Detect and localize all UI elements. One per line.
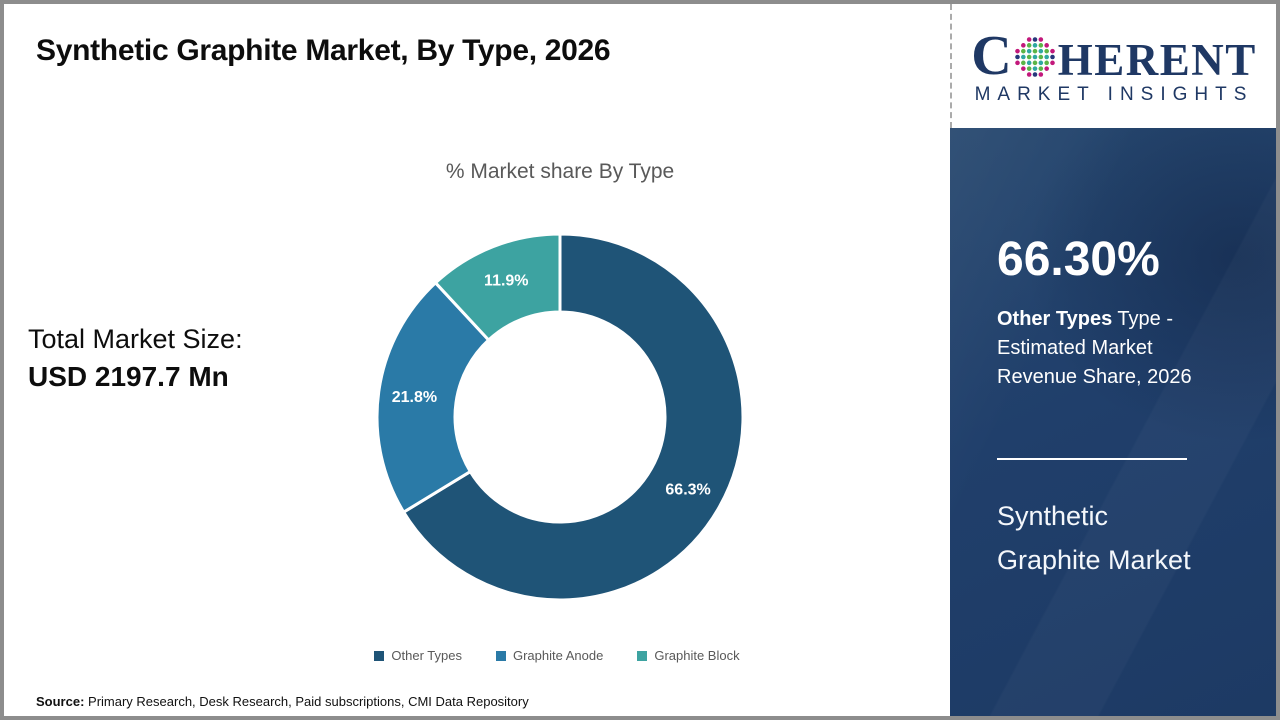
globe-dot <box>1032 60 1037 66</box>
globe-dot <box>1049 60 1055 66</box>
globe-dot <box>1020 42 1026 48</box>
legend-item: Graphite Anode <box>495 648 604 663</box>
legend-label: Graphite Anode <box>512 648 604 663</box>
globe-dot <box>1032 48 1037 54</box>
globe-dot <box>1020 48 1026 54</box>
chart-legend: Other Types Graphite Anode Graphite Block <box>197 648 917 663</box>
share-description-bold: Other Types <box>997 308 1113 330</box>
globe-dot <box>1026 54 1032 60</box>
legend-item: Other Types <box>374 648 462 663</box>
legend-swatch-icon <box>637 650 648 661</box>
donut-segment-other-types <box>402 232 745 602</box>
globe-dot <box>1032 72 1037 77</box>
globe-dot <box>1044 42 1049 48</box>
coherent-globe-icon <box>1014 37 1055 77</box>
globe-dot <box>1044 54 1049 60</box>
globe-dot <box>1032 54 1037 60</box>
main-content: Synthetic Graphite Market, By Type, 2026… <box>4 4 950 716</box>
globe-dot <box>1038 42 1043 48</box>
report-title-line1: Synthetic <box>997 501 1109 531</box>
globe-dot <box>1014 60 1020 66</box>
legend-label: Other Types <box>391 648 462 663</box>
donut-chart: 66.3% 21.8% 11.9% <box>375 232 745 602</box>
globe-dot <box>1038 72 1043 77</box>
logo: C HERENT MARKET INSIGHTS <box>950 4 1276 128</box>
source-text: Primary Research, Desk Research, Paid su… <box>84 694 529 709</box>
source-prefix: Source: <box>36 694 85 709</box>
globe-dot <box>1014 48 1020 54</box>
divider <box>997 458 1187 460</box>
logo-wordmark: C HERENT <box>971 25 1257 88</box>
legend-item: Graphite Block <box>637 648 740 663</box>
globe-dot <box>1020 60 1026 66</box>
legend-swatch-icon <box>495 650 506 661</box>
legend-label: Graphite Block <box>654 648 740 663</box>
globe-dot <box>1032 42 1037 48</box>
globe-dot <box>1044 66 1049 71</box>
globe-dot <box>1038 60 1043 66</box>
globe-dot <box>1049 54 1055 60</box>
globe-dot <box>1026 60 1032 66</box>
total-market-size-value: USD 2197.7 Mn <box>28 361 229 392</box>
globe-dot <box>1038 54 1043 60</box>
donut-label: 11.9% <box>484 273 528 290</box>
source-note: Source: Primary Research, Desk Research,… <box>36 694 529 709</box>
report-title-line2: Graphite Market <box>997 545 1191 575</box>
globe-dot <box>1038 66 1043 71</box>
globe-dot <box>1026 37 1032 42</box>
report-title: Synthetic Graphite Market <box>997 494 1191 582</box>
globe-dot <box>1026 66 1032 71</box>
globe-dot <box>1026 42 1032 48</box>
share-description-rest: Type - Estimated Market Revenue Share, 2… <box>997 308 1192 388</box>
globe-dot <box>1038 37 1043 42</box>
globe-dot <box>1032 66 1037 71</box>
total-market-size-label: Total Market Size: <box>28 324 243 354</box>
globe-dot <box>1032 37 1037 42</box>
page-title: Synthetic Graphite Market, By Type, 2026 <box>36 34 611 67</box>
globe-dot <box>1020 54 1026 60</box>
donut-label: 21.8% <box>392 389 437 406</box>
share-value: 66.30% <box>997 233 1160 286</box>
sidebar-panel: 66.30% Other Types Type - Estimated Mark… <box>950 128 1276 716</box>
sidebar: C HERENT MARKET INSIGHTS 66.30% Other Ty… <box>950 4 1276 716</box>
donut-label: 66.3% <box>665 482 710 499</box>
globe-dot <box>1014 54 1020 60</box>
chart-title: % Market share By Type <box>445 160 675 183</box>
donut-segment-graphite-block <box>434 232 562 342</box>
globe-dot <box>1038 48 1043 54</box>
logo-letter-c: C <box>971 25 1012 88</box>
globe-dot <box>1044 48 1049 54</box>
share-description: Other Types Type - Estimated Market Reve… <box>997 305 1211 392</box>
globe-dot <box>1049 48 1055 54</box>
globe-dot <box>1026 48 1032 54</box>
legend-swatch-icon <box>374 650 385 661</box>
globe-dot <box>1020 66 1026 71</box>
globe-dot <box>1026 72 1032 77</box>
total-market-size: Total Market Size: USD 2197.7 Mn <box>28 324 243 393</box>
logo-subtitle: MARKET INSIGHTS <box>974 83 1254 105</box>
donut-segment-graphite-anode <box>375 281 491 514</box>
logo-letters-herent: HERENT <box>1057 35 1257 86</box>
globe-dot <box>1044 60 1049 66</box>
